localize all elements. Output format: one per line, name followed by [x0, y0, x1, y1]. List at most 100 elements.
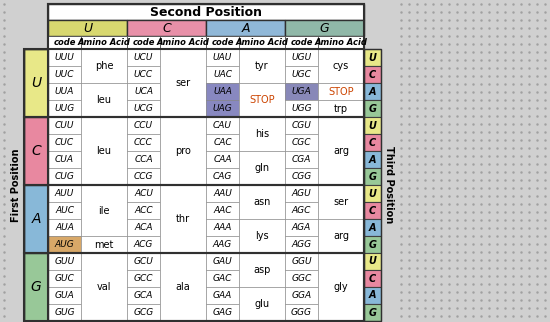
Text: Amino Acid: Amino Acid [235, 38, 288, 47]
Text: GGG: GGG [291, 308, 312, 317]
Bar [381, 49, 397, 321]
Text: UUC: UUC [55, 70, 74, 79]
Bar [127, 100, 160, 117]
Bar [206, 117, 239, 134]
Text: A: A [31, 212, 41, 226]
Bar [364, 49, 381, 66]
Bar [206, 219, 239, 236]
Bar [127, 202, 160, 219]
Text: STOP: STOP [249, 95, 275, 105]
Text: UUA: UUA [55, 87, 74, 96]
Text: arg: arg [333, 231, 349, 241]
Text: GCU: GCU [134, 257, 153, 266]
Bar [364, 304, 381, 321]
Text: A: A [368, 155, 376, 165]
Text: C: C [369, 273, 376, 283]
Bar [127, 270, 160, 287]
Bar [318, 49, 364, 83]
Text: AUU: AUU [55, 189, 74, 198]
Bar [81, 49, 127, 83]
Text: Third Position: Third Position [384, 147, 394, 223]
Text: GAA: GAA [213, 291, 232, 300]
Bar [364, 287, 381, 304]
Bar [285, 253, 318, 270]
Bar [206, 202, 239, 219]
Text: CAA: CAA [213, 155, 232, 164]
Bar [48, 117, 81, 134]
Text: leu: leu [96, 95, 112, 105]
Text: UGA: UGA [292, 87, 311, 96]
Bar [285, 270, 318, 287]
Bar [285, 134, 318, 151]
Bar [239, 36, 285, 49]
Bar [285, 304, 318, 321]
Text: CGA: CGA [292, 155, 311, 164]
Bar [239, 49, 285, 83]
Text: CCA: CCA [134, 155, 153, 164]
Bar [127, 236, 160, 253]
Bar [24, 49, 364, 117]
Bar [24, 185, 364, 253]
Bar [364, 185, 381, 202]
Text: CGG: CGG [292, 172, 312, 181]
Text: AAC: AAC [213, 206, 232, 215]
Text: C: C [369, 205, 376, 215]
Bar [48, 66, 81, 83]
Text: UAA: UAA [213, 87, 232, 96]
Bar [81, 236, 127, 253]
Text: U: U [83, 22, 92, 34]
Text: A: A [241, 22, 250, 34]
Text: GAC: GAC [213, 274, 232, 283]
Bar [206, 304, 239, 321]
Text: Amino Acid: Amino Acid [157, 38, 210, 47]
Bar [48, 151, 81, 168]
Text: asp: asp [254, 265, 271, 275]
Bar [364, 66, 381, 83]
Bar [364, 253, 381, 270]
Bar [239, 185, 285, 219]
Text: UAU: UAU [213, 53, 232, 62]
Bar [364, 270, 381, 287]
Text: UCG: UCG [134, 104, 153, 113]
Bar [48, 236, 81, 253]
Bar [24, 117, 48, 185]
Bar [318, 117, 364, 185]
Bar [160, 185, 206, 253]
Bar [285, 219, 318, 236]
Text: UCC: UCC [134, 70, 153, 79]
Text: CCC: CCC [134, 138, 153, 147]
Text: CUC: CUC [55, 138, 74, 147]
Text: UAG: UAG [213, 104, 232, 113]
Bar [127, 83, 160, 100]
Bar [48, 304, 81, 321]
Text: STOP: STOP [328, 87, 354, 97]
Text: his: his [255, 129, 269, 139]
Text: GCC: GCC [134, 274, 153, 283]
Bar [81, 83, 127, 117]
Text: met: met [94, 240, 114, 250]
Bar [8, 49, 24, 321]
Text: G: G [368, 172, 377, 182]
Bar [160, 36, 206, 49]
Bar [318, 83, 364, 100]
Text: AUC: AUC [55, 206, 74, 215]
Bar [24, 253, 48, 321]
Text: CCG: CCG [134, 172, 153, 181]
Bar [318, 253, 364, 321]
Bar [48, 100, 81, 117]
Text: A: A [368, 290, 376, 300]
Bar [206, 151, 239, 168]
Text: GCA: GCA [134, 291, 153, 300]
Bar [239, 253, 285, 287]
Bar [364, 83, 381, 100]
Bar [206, 185, 239, 202]
Bar [127, 219, 160, 236]
Bar [48, 168, 81, 185]
Text: U: U [368, 120, 376, 130]
Text: glu: glu [255, 299, 270, 309]
Bar [48, 4, 364, 321]
Bar [285, 66, 318, 83]
Bar [81, 185, 127, 236]
Text: AAU: AAU [213, 189, 232, 198]
Bar [81, 36, 127, 49]
